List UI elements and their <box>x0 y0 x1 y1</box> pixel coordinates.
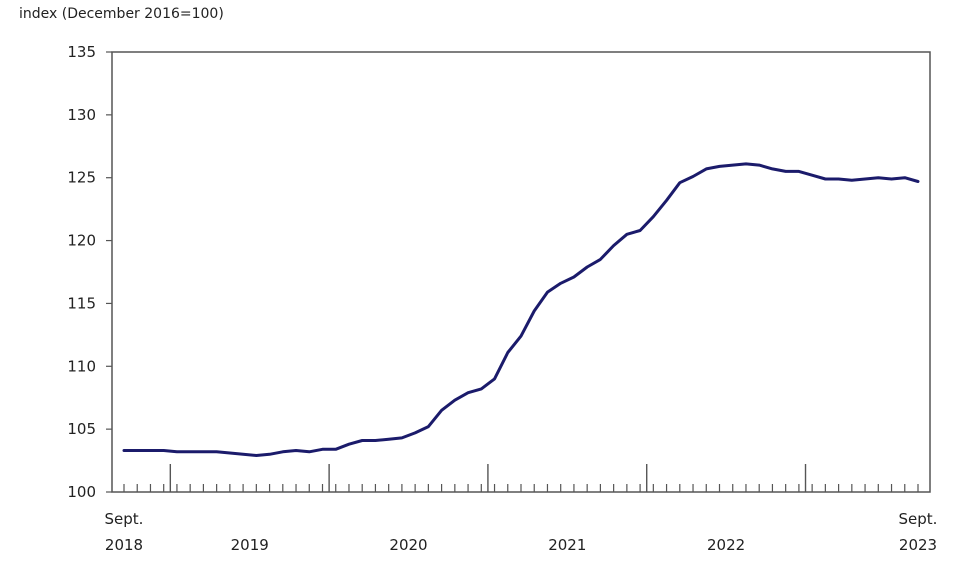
plot-frame <box>111 51 931 493</box>
y-tick-label: 115 <box>67 294 96 312</box>
y-tick-label: 125 <box>67 169 96 187</box>
x-tick-label-year: 2020 <box>389 536 427 554</box>
series-line <box>122 162 920 457</box>
y-tick-label: 120 <box>67 232 96 250</box>
x-axis-labels: Sept. 2018 2019 2020 2021 2022 Sept. 2023 <box>105 510 938 554</box>
y-tick-label: 130 <box>67 106 96 124</box>
x-tick-label-year: 2018 <box>105 536 143 554</box>
x-tick-label-month: Sept. <box>105 510 144 528</box>
x-tick-label-month: Sept. <box>899 510 938 528</box>
y-axis: 100 105 110 115 120 125 130 135 <box>67 43 112 501</box>
x-tick-label-year: 2023 <box>899 536 937 554</box>
y-tick-label: 100 <box>67 483 96 501</box>
x-tick-label-year: 2021 <box>548 536 586 554</box>
y-tick-label: 110 <box>67 357 96 375</box>
y-tick-label: 105 <box>67 420 96 438</box>
y-tick-label: 135 <box>67 43 96 61</box>
x-tick-label-year: 2019 <box>231 536 269 554</box>
y-axis-unit-label: index (December 2016=100) <box>19 6 224 22</box>
x-tick-label-year: 2022 <box>707 536 745 554</box>
x-axis <box>123 464 919 492</box>
